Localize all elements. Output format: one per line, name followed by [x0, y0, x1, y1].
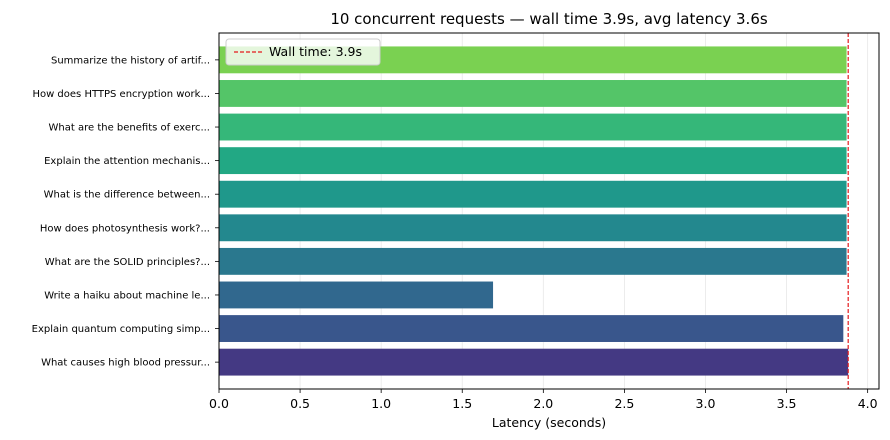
y-tick-label: Write a haiku about machine le...	[44, 290, 210, 301]
y-tick-label: How does photosynthesis work?...	[40, 223, 210, 234]
bar	[219, 147, 847, 175]
chart-title: 10 concurrent requests — wall time 3.9s,…	[330, 10, 768, 28]
y-tick-label: What are the SOLID principles?...	[45, 257, 210, 268]
x-tick-label: 2.0	[533, 396, 553, 411]
bar	[219, 80, 847, 107]
y-tick-label: Explain the attention mechanis...	[44, 156, 210, 167]
y-tick-label: Explain quantum computing simp...	[32, 324, 210, 335]
x-tick-labels: 0.0 0.5 1.0 1.5 2.0 2.5 3.0 3.5 4.0	[209, 389, 878, 411]
y-tick-label: What causes high blood pressur...	[41, 358, 210, 369]
bar	[219, 315, 844, 342]
y-tick-label: What is the difference between...	[44, 190, 210, 201]
bars	[219, 46, 849, 376]
x-tick-label: 3.0	[696, 396, 716, 411]
bar	[219, 214, 847, 242]
bar	[219, 348, 849, 376]
legend-label: Wall time: 3.9s	[269, 44, 362, 59]
x-tick-label: 1.5	[452, 396, 472, 411]
y-tick-label: How does HTTPS encryption work...	[32, 89, 210, 100]
bar	[219, 180, 847, 208]
x-tick-label: 1.0	[371, 396, 391, 411]
x-tick-label: 3.5	[777, 396, 797, 411]
x-tick-label: 0.5	[290, 396, 310, 411]
x-tick-label: 0.0	[209, 396, 229, 411]
y-tick-label: What are the benefits of exerc...	[49, 123, 210, 134]
x-tick-label: 4.0	[858, 396, 878, 411]
bar	[219, 281, 494, 309]
bar	[219, 247, 847, 275]
bar	[219, 113, 847, 141]
y-tick-label: Summarize the history of artif...	[51, 55, 210, 66]
legend: Wall time: 3.9s	[225, 38, 381, 66]
x-tick-label: 2.5	[614, 396, 634, 411]
plot-frame	[218, 32, 880, 390]
y-tick-labels: Summarize the history of artif... How doe…	[32, 55, 219, 369]
legend-box	[225, 38, 381, 66]
x-axis-label: Latency (seconds)	[492, 415, 606, 430]
